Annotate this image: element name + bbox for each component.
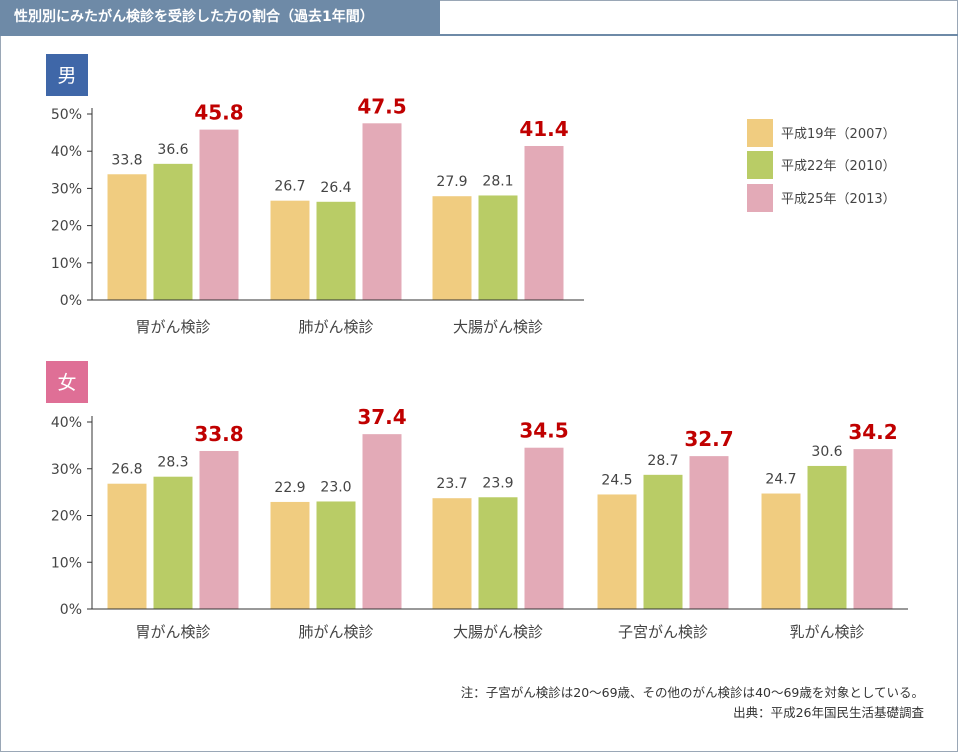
data-label-1-0-2: 45.8	[194, 101, 243, 125]
bar-2-0-0	[107, 483, 147, 609]
data-label-1-2-1: 28.1	[482, 173, 513, 189]
bar-1-2-0	[432, 196, 472, 300]
data-label-2-1-0: 22.9	[274, 480, 305, 496]
panel-badge-2	[46, 361, 88, 403]
y-tick-label-1-1: 10%	[51, 256, 82, 272]
y-tick-label-2-0: 0%	[60, 602, 82, 618]
data-label-1-0-0: 33.8	[111, 152, 142, 168]
data-label-1-1-1: 26.4	[320, 180, 351, 196]
y-tick-label-1-3: 30%	[51, 181, 82, 197]
y-tick-label-2-1: 10%	[51, 555, 82, 571]
bar-1-0-0	[107, 174, 147, 300]
data-label-1-2-2: 41.4	[519, 117, 568, 141]
data-label-1-2-0: 27.9	[436, 174, 467, 190]
y-tick-label-1-4: 40%	[51, 144, 82, 160]
data-label-1-0-1: 36.6	[157, 142, 188, 158]
legend-swatch-0	[747, 119, 773, 147]
y-tick-label-1-5: 50%	[51, 107, 82, 123]
data-label-2-3-1: 28.7	[647, 453, 678, 469]
panel-badge-label-2: 女	[57, 372, 76, 394]
bar-2-1-0	[270, 501, 310, 609]
y-tick-label-2-3: 30%	[51, 462, 82, 478]
bar-2-3-1	[643, 474, 683, 609]
bar-1-2-1	[478, 195, 518, 300]
data-label-2-3-2: 32.7	[684, 427, 733, 451]
category-label-2-0: 胃がん検診	[135, 623, 210, 641]
legend-label-0: 平成19年（2007）	[781, 127, 896, 142]
note-text: 注：子宮がん検診は20〜69歳、その他のがん検診は40〜69歳を対象としている。	[460, 685, 924, 700]
bar-1-2-2	[524, 145, 564, 300]
figure-title: 性別別にみたがん検診を受診した方の割合（過去1年間）	[0, 0, 440, 34]
bar-1-1-0	[270, 200, 310, 300]
data-label-2-0-0: 26.8	[111, 462, 142, 478]
category-label-1-1: 肺がん検診	[298, 318, 373, 336]
bar-2-2-2	[524, 447, 564, 609]
y-tick-label-2-2: 20%	[51, 509, 82, 525]
chart-notes: 注：子宮がん検診は20〜69歳、その他のがん検診は40〜69歳を対象としている。…	[324, 683, 924, 723]
data-label-2-0-2: 33.8	[194, 422, 243, 446]
bar-1-1-2	[362, 123, 402, 300]
bar-2-2-1	[478, 497, 518, 609]
y-tick-label-2-4: 40%	[51, 415, 82, 431]
bar-2-0-1	[153, 476, 193, 609]
source-text: 出典：平成26年国民生活基礎調査	[733, 705, 924, 720]
bar-2-4-2	[853, 449, 893, 609]
bar-2-4-0	[761, 493, 801, 609]
data-label-1-1-0: 26.7	[274, 179, 305, 195]
category-label-1-2: 大腸がん検診	[453, 318, 543, 336]
bar-1-0-2	[199, 129, 239, 300]
data-label-2-4-1: 30.6	[811, 444, 842, 460]
bar-1-0-1	[153, 163, 193, 300]
bar-1-1-1	[316, 201, 356, 300]
bar-2-0-2	[199, 450, 239, 609]
data-label-2-2-1: 23.9	[482, 475, 513, 491]
y-tick-label-1-2: 20%	[51, 219, 82, 235]
panel-badge-label-1: 男	[57, 65, 76, 87]
category-label-1-0: 胃がん検診	[135, 318, 210, 336]
legend-swatch-2	[747, 184, 773, 212]
data-label-2-2-2: 34.5	[519, 419, 568, 443]
data-label-2-4-0: 24.7	[765, 472, 796, 488]
data-label-2-4-2: 34.2	[848, 420, 897, 444]
data-label-2-2-0: 23.7	[436, 476, 467, 492]
bar-2-4-1	[807, 465, 847, 609]
panel-badge-1	[46, 54, 88, 96]
category-label-2-3: 子宮がん検診	[618, 623, 708, 641]
chart-canvas: 男 0% 10% 20% 30% 40% 50% 33.8 36.6 45.8 胃がん検診 26.7 2…	[46, 54, 908, 641]
data-label-2-1-2: 37.4	[357, 405, 406, 429]
category-label-2-1: 肺がん検診	[298, 623, 373, 641]
data-label-1-1-2: 47.5	[357, 94, 406, 118]
category-label-2-2: 大腸がん検診	[453, 623, 543, 641]
data-label-2-0-1: 28.3	[157, 455, 188, 471]
y-tick-label-1-0: 0%	[60, 293, 82, 309]
legend-label-1: 平成22年（2010）	[781, 159, 896, 174]
legend-label-2: 平成25年（2013）	[781, 192, 896, 207]
bar-2-1-1	[316, 501, 356, 609]
bar-2-1-2	[362, 434, 402, 609]
bar-2-3-0	[597, 494, 637, 609]
bar-2-3-2	[689, 456, 729, 609]
data-label-2-1-1: 23.0	[320, 479, 351, 495]
legend-swatch-1	[747, 151, 773, 179]
category-label-2-4: 乳がん検診	[789, 623, 864, 641]
title-rule	[0, 34, 958, 36]
bar-2-2-0	[432, 498, 472, 609]
data-label-2-3-0: 24.5	[601, 472, 632, 488]
